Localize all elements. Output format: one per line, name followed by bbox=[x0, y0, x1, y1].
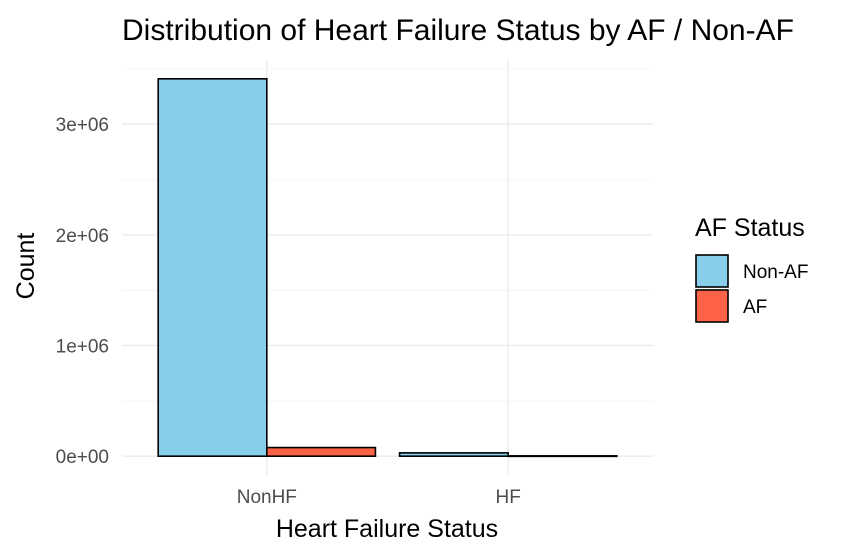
x-tick-label-nonhf: NonHF bbox=[237, 487, 297, 508]
bars bbox=[157, 78, 618, 458]
y-tick-labels: 0e+00 1e+06 2e+06 3e+06 bbox=[56, 115, 109, 468]
legend-label-af: AF bbox=[743, 297, 767, 318]
bar-nonhf-non-af bbox=[157, 78, 268, 457]
bar-hf-non-af bbox=[398, 452, 509, 457]
legend-key-af bbox=[695, 289, 729, 323]
x-tick-labels: NonHF HF bbox=[237, 487, 521, 508]
y-axis-title: Count bbox=[12, 233, 40, 300]
legend-key-non-af bbox=[695, 254, 729, 288]
y-tick-label: 0e+00 bbox=[56, 447, 109, 468]
legend-title: AF Status bbox=[695, 214, 805, 242]
x-axis-title: Heart Failure Status bbox=[276, 515, 498, 543]
y-tick-label: 1e+06 bbox=[56, 337, 109, 358]
chart-title: Distribution of Heart Failure Status by … bbox=[122, 14, 794, 47]
y-tick-label: 2e+06 bbox=[56, 226, 109, 247]
x-tick-label-hf: HF bbox=[496, 487, 521, 508]
legend: AF Status Non-AF AF bbox=[695, 214, 808, 323]
legend-label-non-af: Non-AF bbox=[743, 262, 808, 283]
bar-hf-af bbox=[507, 455, 618, 458]
bar-nonhf-af bbox=[266, 446, 377, 457]
y-tick-label: 3e+06 bbox=[56, 115, 109, 136]
